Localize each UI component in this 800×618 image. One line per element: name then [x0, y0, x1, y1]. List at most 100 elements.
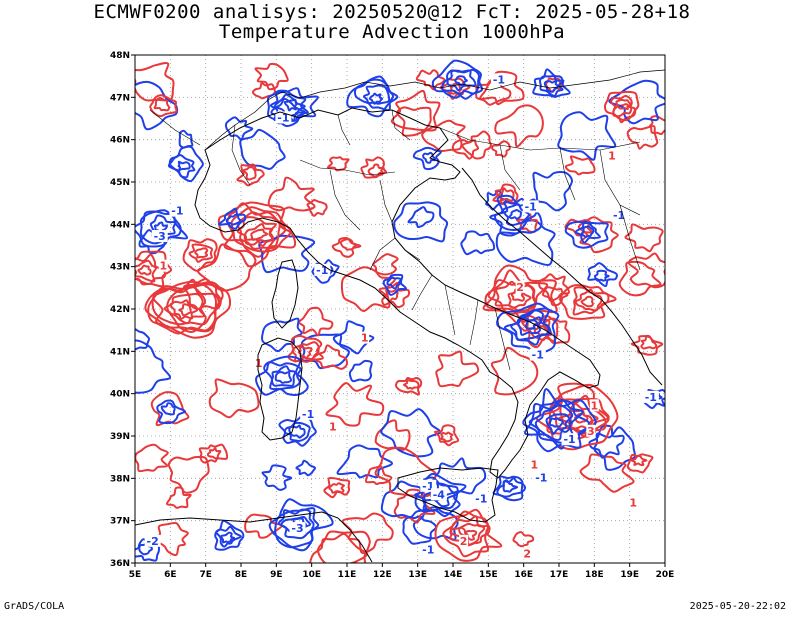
- cold-advection-contour: [538, 75, 565, 97]
- lat-tick-label: 42N: [110, 305, 130, 315]
- warm-advection-contour: [396, 106, 432, 137]
- contour-label-bg: [628, 496, 638, 509]
- cold-advection-contour: [516, 316, 542, 336]
- lon-tick-label: 6E: [164, 570, 176, 580]
- warm-advection-contour: [434, 424, 460, 447]
- cold-advection-contour: [178, 129, 194, 149]
- lon-tick-label: 14E: [444, 570, 463, 580]
- cold-advection-contour: [496, 477, 527, 498]
- contour-value-label: -2: [147, 535, 159, 548]
- software-credit: GrADS/COLA: [4, 601, 65, 612]
- warm-advection-contour: [137, 264, 152, 276]
- contour-value-label: 3: [587, 425, 595, 438]
- lon-tick-label: 9E: [270, 570, 282, 580]
- border-lines: [149, 109, 641, 271]
- map-title: ECMWF0200 analisys: 20250520@12 FcT: 202…: [93, 1, 691, 23]
- warm-advection-contour: [317, 530, 371, 563]
- contour-label-bg: [473, 492, 490, 505]
- warm-advection-contour: [402, 379, 420, 390]
- warm-advection-contour: [564, 155, 596, 176]
- contour-label-bg: [328, 420, 338, 433]
- contour-value-label: -3: [154, 230, 166, 243]
- map-subtitle: Temperature Advection 1000hPa: [218, 21, 566, 43]
- warm-advection-contour: [603, 90, 640, 122]
- contour-label-bg: [607, 149, 617, 162]
- warm-advection-contour: [325, 382, 385, 427]
- cold-advection-contour: [283, 421, 311, 442]
- warm-advection-contour: [626, 453, 654, 474]
- cold-advection-contour: [574, 220, 602, 244]
- cold-advection-contour: [368, 92, 384, 105]
- warm-advection-contour: [494, 104, 544, 148]
- lat-tick-label: 36N: [110, 559, 130, 569]
- contour-value-label: 2: [516, 281, 524, 294]
- cold-advection-contour: [135, 339, 172, 394]
- cold-advection-contour: [502, 203, 531, 227]
- cold-advection-contour: [167, 154, 196, 179]
- contour-value-label: 1: [159, 260, 167, 273]
- warm-advection-contour: [135, 443, 169, 473]
- contour-value-label: 1: [608, 150, 616, 163]
- cold-advection-contour: [492, 475, 524, 502]
- warm-advection-contour: [163, 292, 206, 325]
- contour-value-label: -1: [475, 493, 487, 506]
- cold-advection-contour: [414, 472, 467, 518]
- cold-advection-contour: [393, 201, 449, 243]
- cold-advection-contour: [431, 59, 484, 100]
- warm-advection-contour: [394, 376, 423, 396]
- contour-value-label: -4: [433, 488, 446, 501]
- cold-advection-contour: [580, 225, 595, 238]
- warm-advection-contour: [626, 125, 659, 150]
- warm-advection-contour: [577, 216, 619, 254]
- contour-label-bg: [522, 200, 539, 213]
- cold-advection-contour: [214, 519, 245, 551]
- lat-tick-label: 37N: [110, 517, 130, 527]
- warm-advection-contour: [618, 260, 662, 297]
- warm-advection-contour: [188, 243, 214, 263]
- warm-advection-contour: [421, 119, 466, 152]
- warm-advection-contour: [374, 419, 411, 451]
- cold-advection-contour: [532, 68, 571, 98]
- warm-advection-contour: [298, 306, 334, 337]
- warm-advection-contour: [378, 281, 411, 309]
- regional-borders: [299, 159, 511, 371]
- warm-advection-contour: [149, 94, 178, 118]
- warm-advection-contour: [435, 350, 480, 388]
- contour-label-bg: [490, 73, 507, 86]
- cold-advection-contour: [557, 111, 617, 161]
- contour-label-bg: [144, 534, 161, 547]
- cold-advection-contour: [220, 531, 236, 545]
- warm-advection-contour: [194, 247, 209, 259]
- lon-tick-label: 17E: [550, 570, 569, 580]
- warm-advection-contour: [150, 391, 190, 427]
- warm-advection-contour: [572, 286, 610, 316]
- warm-advection-contour: [490, 346, 539, 396]
- contour-value-label: -1: [525, 200, 537, 213]
- contour-label-bg: [300, 407, 317, 420]
- lon-tick-label: 15E: [479, 570, 498, 580]
- cold-advection-contour: [311, 259, 340, 284]
- contour-label-bg: [529, 348, 546, 361]
- cold-advection-contour: [510, 309, 552, 341]
- cold-advection-contour: [217, 207, 247, 230]
- contour-label-bg: [314, 263, 331, 276]
- warm-advection-contour: [135, 253, 167, 286]
- contour-value-label: 2: [523, 548, 531, 561]
- warm-advection-contour: [236, 216, 277, 246]
- contour-label-bg: [158, 259, 168, 272]
- warm-advection-contour: [309, 532, 368, 563]
- contour-label-bg: [561, 433, 578, 446]
- africa-coastline: [135, 511, 373, 563]
- cold-advection-contour: [270, 365, 297, 387]
- axis-ticks: 5E 6E 7E 8E 9E 10E 11E 12E 13E 14E 15E 16E 17E 18E 19E…: [110, 51, 674, 580]
- contour-label-bg: [522, 547, 532, 560]
- contour-value-label: -1: [277, 112, 289, 125]
- warm-advection-contour: [297, 345, 313, 360]
- cold-advection-contour: [239, 128, 286, 170]
- cold-advection-contour: [160, 402, 176, 416]
- corsica-coastline: [271, 259, 299, 329]
- contour-label-bg: [169, 204, 186, 217]
- cold-advection-contour: [215, 525, 242, 548]
- contour-value-label: -1: [171, 205, 183, 218]
- lon-tick-label: 18E: [585, 570, 604, 580]
